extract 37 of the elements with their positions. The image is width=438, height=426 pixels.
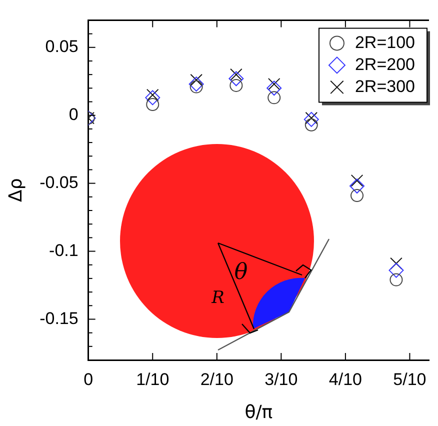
point <box>230 78 243 92</box>
point <box>390 273 403 286</box>
x-axis-title: θ/π <box>244 402 273 423</box>
y-tick-label: 0.05 <box>45 37 78 56</box>
point <box>304 118 318 132</box>
y-tick-label: -0.05 <box>40 172 78 192</box>
point <box>146 88 159 102</box>
point <box>268 78 280 90</box>
x-tick-label: 0 <box>84 370 94 389</box>
point <box>228 71 244 86</box>
legend-label: 2R=300 <box>354 76 416 96</box>
annotation: θ <box>234 260 248 285</box>
y-tick-label: -0.1 <box>49 240 78 260</box>
legend-label: 2R=100 <box>354 32 416 52</box>
point <box>146 98 160 111</box>
point <box>188 76 204 92</box>
point <box>145 90 160 106</box>
point <box>350 174 364 187</box>
point <box>388 262 404 278</box>
x-tick-label: 1/10 <box>136 370 170 389</box>
circle-diagram: θ R <box>120 144 330 351</box>
x-tick-label: 5/10 <box>393 370 426 389</box>
y-axis-title: Δρ <box>5 178 26 202</box>
y-tick-label: 0 <box>68 105 78 124</box>
point <box>230 68 242 81</box>
x-tick-label: 3/10 <box>264 370 298 389</box>
point <box>190 74 202 86</box>
y-tick-label: -0.15 <box>40 308 78 328</box>
point <box>266 80 282 96</box>
point <box>190 80 203 94</box>
point <box>350 178 365 194</box>
x-tick-label: 2/10 <box>200 370 234 389</box>
legend-label: 2R=200 <box>354 54 416 74</box>
x-tick-label: 4/10 <box>328 370 362 389</box>
annotation: R <box>210 288 225 308</box>
point <box>268 91 281 104</box>
point <box>350 189 364 202</box>
